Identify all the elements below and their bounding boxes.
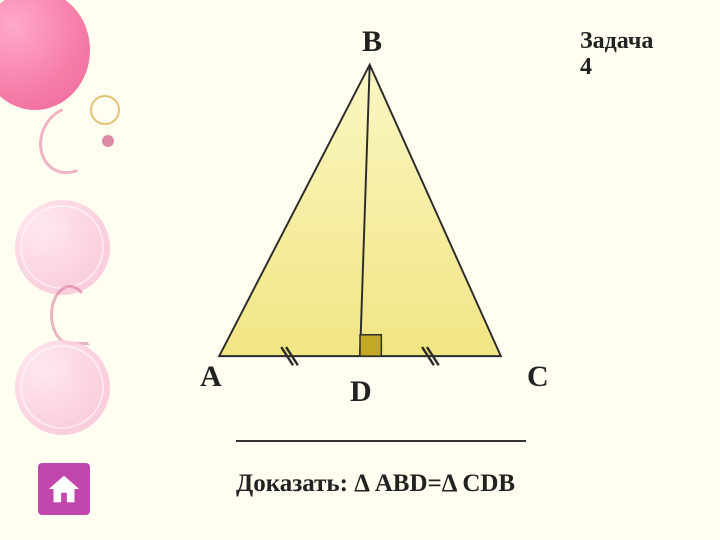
vertex-label-c: С	[527, 360, 549, 394]
problem-word: Задача	[580, 28, 653, 54]
problem-number: 4	[580, 54, 592, 80]
bubble-dot	[102, 135, 114, 147]
balloon-low	[15, 340, 110, 435]
vertex-label-d: D	[350, 375, 372, 409]
home-icon	[45, 470, 83, 508]
vertex-label-b: В	[362, 25, 382, 59]
balloon-top	[0, 0, 90, 110]
proof-divider	[236, 440, 526, 442]
home-button[interactable]	[38, 463, 90, 515]
proof-text: Доказать: Δ АВD=Δ СDВ	[236, 470, 515, 498]
triangle-diagram	[190, 55, 530, 395]
ribbon-curl-2	[50, 285, 90, 345]
vertex-label-a: А	[200, 360, 222, 394]
balloon-mid	[15, 200, 110, 295]
bubble-outline	[90, 95, 120, 125]
problem-label: Задача 4	[580, 28, 690, 81]
